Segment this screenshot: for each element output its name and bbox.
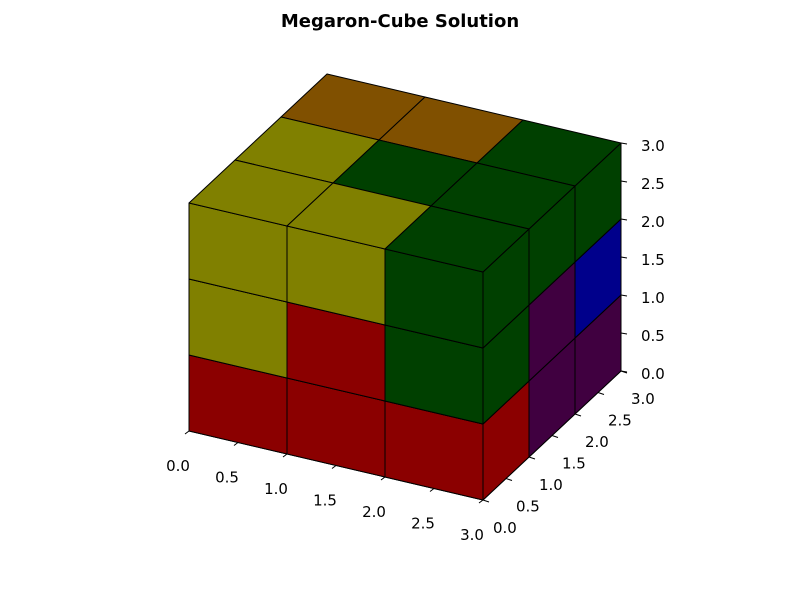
x-tick-label: 2.0	[362, 503, 386, 521]
y-tick-mark	[597, 392, 605, 395]
y-tick-mark	[574, 413, 582, 417]
x-tick-label: 1.0	[264, 480, 288, 498]
z-tick-label: 2.0	[641, 213, 665, 231]
x-tick-label: 0.0	[166, 457, 190, 475]
y-tick-mark	[505, 478, 513, 481]
x-tick-mark	[478, 499, 484, 504]
z-tick-label: 0.5	[641, 327, 665, 345]
y-tick-mark	[528, 456, 536, 460]
voxel-olive	[286, 182, 432, 326]
z-tick-label: 1.0	[641, 289, 665, 307]
z-tick-label: 2.5	[641, 175, 665, 193]
z-tick-mark	[620, 256, 628, 259]
x-tick-label: 0.5	[215, 469, 239, 487]
z-tick-mark	[620, 142, 628, 145]
y-tick-mark	[551, 435, 559, 438]
x-tick-label: 2.5	[411, 515, 435, 533]
x-tick-label: 1.5	[313, 492, 337, 510]
z-tick-label: 3.0	[641, 137, 665, 155]
z-tick-mark	[620, 370, 628, 373]
y-tick-label: 2.0	[585, 433, 609, 451]
z-tick-label: 0.0	[641, 365, 665, 383]
y-tick-mark	[482, 499, 490, 503]
z-tick-mark	[620, 180, 628, 183]
x-tick-mark	[331, 465, 337, 469]
y-tick-label: 3.0	[631, 390, 655, 408]
x-tick-mark	[184, 430, 190, 435]
y-tick-label: 0.0	[493, 519, 517, 537]
z-tick-mark	[620, 294, 628, 297]
x-tick-mark	[233, 442, 239, 446]
voxel-face-top	[384, 205, 530, 273]
chart-title: Megaron-Cube Solution	[281, 11, 519, 32]
axes: 0.0 0.5 1.0 1.5 2.0 2.5 3.0 0.0 0.5 1.0 1.5 2.0 2.5 3…	[166, 137, 665, 544]
z-tick-mark	[620, 332, 628, 335]
y-tick-label: 0.5	[516, 498, 540, 516]
x-tick-mark	[282, 453, 288, 458]
x-tick-label: 3.0	[460, 526, 484, 544]
y-tick-label: 2.5	[608, 412, 632, 430]
z-tick-label: 1.5	[641, 251, 665, 269]
y-tick-label: 1.5	[562, 455, 586, 473]
voxel-green	[384, 205, 530, 349]
y-tick-label: 1.0	[539, 476, 563, 494]
voxel-group	[188, 73, 622, 501]
x-tick-mark	[380, 476, 386, 481]
x-tick-mark	[429, 488, 435, 492]
z-tick-mark	[620, 218, 628, 221]
